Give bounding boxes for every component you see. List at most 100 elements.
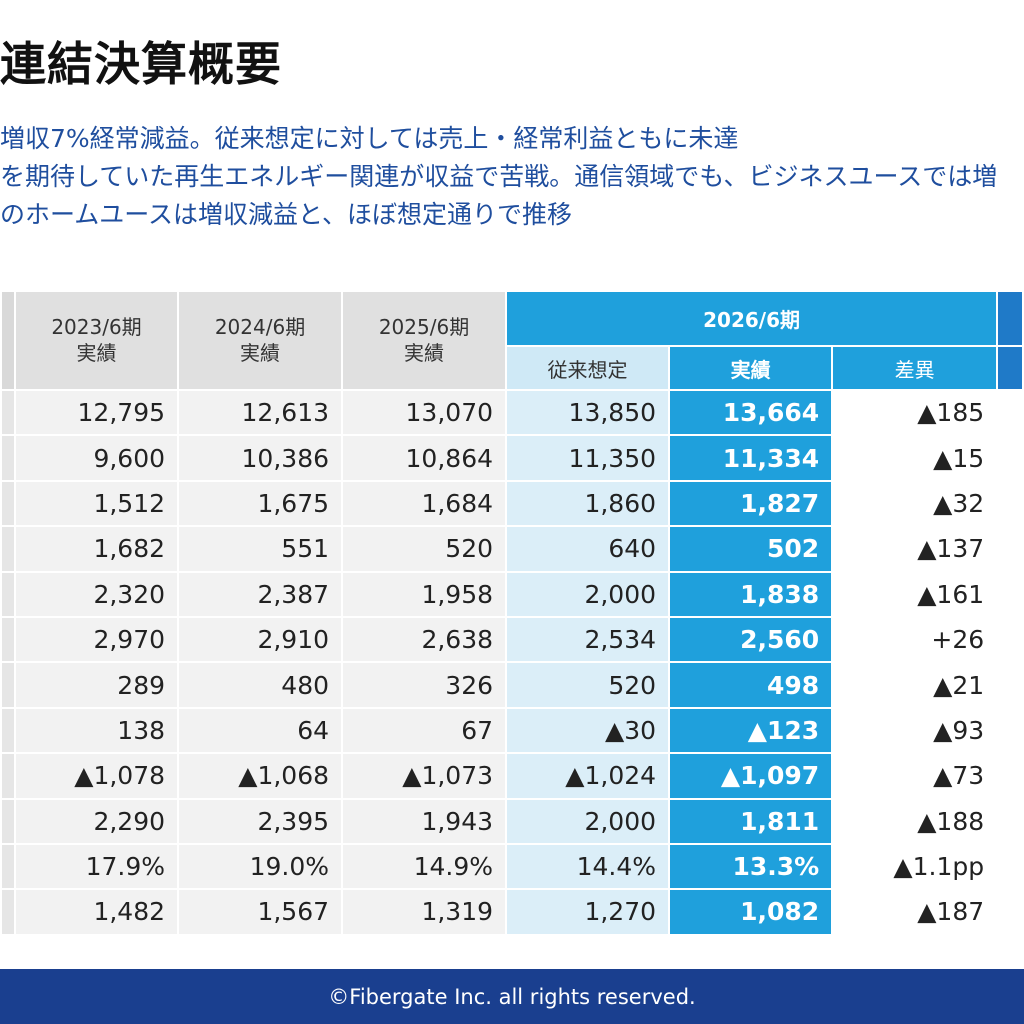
- table-row: 2,320 2,387 1,958 2,000 1,838 ▲161: [0, 570, 1024, 618]
- cell-2023: 1,482: [13, 888, 180, 936]
- table-row: ▲1,078 ▲1,068 ▲1,073 ▲1,024 ▲1,097 ▲73: [0, 752, 1024, 800]
- cell-actual: 13.3%: [668, 842, 834, 891]
- cell-2023: 17.9%: [13, 842, 180, 891]
- edge-cell: [996, 661, 1024, 709]
- summary-bullets: 増収7%経常減益。従来想定に対しては売上・経常利益ともに未達 を期待していた再生…: [0, 120, 1024, 234]
- col-header-year: 2023/6期: [51, 315, 142, 339]
- sub-header-diff: 差異: [831, 345, 999, 391]
- row-label: [0, 570, 16, 618]
- cell-2024: 10,386: [177, 434, 344, 482]
- table-row: 1,682 551 520 640 502 ▲137: [0, 525, 1024, 573]
- cell-2024: 2,910: [177, 615, 344, 664]
- edge-cell: [996, 706, 1024, 755]
- sub-header-actual: 実績: [668, 345, 834, 391]
- table-row: 2,290 2,395 1,943 2,000 1,811 ▲188: [0, 797, 1024, 845]
- cell-diff: ▲21: [831, 661, 999, 709]
- cell-plan: ▲30: [505, 706, 671, 755]
- cell-2025: 1,684: [341, 479, 508, 528]
- cell-2023: 289: [13, 661, 180, 709]
- cell-2024: 64: [177, 706, 344, 755]
- cell-2023: 2,290: [13, 797, 180, 845]
- edge-header: [996, 290, 1024, 347]
- cell-2023: 12,795: [13, 388, 180, 437]
- summary-bullet: のホームユースは増収減益と、ほぼ想定通りで推移: [0, 200, 573, 229]
- cell-2023: 138: [13, 706, 180, 755]
- cell-2025: 14.9%: [341, 842, 508, 891]
- group-header-2026: 2026/6期: [505, 290, 999, 347]
- cell-plan: 2,000: [505, 570, 671, 618]
- cell-2024: 1,567: [177, 888, 344, 936]
- cell-2025: 67: [341, 706, 508, 755]
- col-header-sub: 実績: [404, 341, 445, 365]
- cell-actual: 1,811: [668, 797, 834, 845]
- cell-2025: 1,319: [341, 888, 508, 936]
- cell-plan: 640: [505, 525, 671, 573]
- cell-plan: 1,270: [505, 888, 671, 936]
- cell-2025: 2,638: [341, 615, 508, 664]
- cell-2025: 13,070: [341, 388, 508, 437]
- cell-2024: 551: [177, 525, 344, 573]
- cell-actual: 11,334: [668, 434, 834, 482]
- cell-actual: 2,560: [668, 615, 834, 664]
- row-label: [0, 479, 16, 528]
- cell-actual: ▲123: [668, 706, 834, 755]
- cell-2024: 1,675: [177, 479, 344, 528]
- cell-2023: 1,682: [13, 525, 180, 573]
- row-label: [0, 388, 16, 437]
- cell-diff: ▲187: [831, 888, 999, 936]
- cell-plan: 14.4%: [505, 842, 671, 891]
- col-header-sub: 実績: [240, 341, 281, 365]
- sub-header-plan: 従来想定: [505, 345, 671, 391]
- row-label: [0, 434, 16, 482]
- cell-2023: 2,970: [13, 615, 180, 664]
- edge-cell: [996, 525, 1024, 573]
- col-header-2023: 2023/6期 実績: [13, 290, 180, 391]
- summary-bullet: を期待していた再生エネルギー関連が収益で苦戦。通信領域でも、ビジネスユースでは増: [0, 162, 998, 191]
- cell-diff: ▲188: [831, 797, 999, 845]
- edge-cell: [996, 479, 1024, 528]
- cell-actual: 1,838: [668, 570, 834, 618]
- financial-summary-table: 2023/6期 実績 2024/6期 実績 2025/6期 実績 2026/6期…: [0, 290, 1024, 936]
- cell-actual: 1,082: [668, 888, 834, 936]
- cell-plan: 2,534: [505, 615, 671, 664]
- row-label: [0, 888, 16, 936]
- cell-2024: 2,387: [177, 570, 344, 618]
- cell-plan: 520: [505, 661, 671, 709]
- table-row: 1,482 1,567 1,319 1,270 1,082 ▲187: [0, 888, 1024, 936]
- cell-2024: 12,613: [177, 388, 344, 437]
- row-label: [0, 661, 16, 709]
- col-header-2025: 2025/6期 実績: [341, 290, 508, 391]
- cell-diff: ▲32: [831, 479, 999, 528]
- cell-actual: 502: [668, 525, 834, 573]
- cell-diff: ▲185: [831, 388, 999, 437]
- edge-cell: [996, 888, 1024, 936]
- cell-2025: 1,958: [341, 570, 508, 618]
- cell-plan: 1,860: [505, 479, 671, 528]
- cell-plan: 2,000: [505, 797, 671, 845]
- cell-diff: +26: [831, 615, 999, 664]
- row-label: [0, 706, 16, 755]
- edge-cell: [996, 434, 1024, 482]
- cell-2025: 10,864: [341, 434, 508, 482]
- cell-2024: 2,395: [177, 797, 344, 845]
- summary-bullet: 増収7%経常減益。従来想定に対しては売上・経常利益ともに未達: [0, 124, 739, 153]
- row-label-header: [0, 290, 16, 391]
- cell-diff: ▲137: [831, 525, 999, 573]
- cell-2023: 2,320: [13, 570, 180, 618]
- cell-2025: ▲1,073: [341, 752, 508, 800]
- cell-2025: 326: [341, 661, 508, 709]
- col-header-year: 2025/6期: [378, 315, 470, 339]
- cell-actual: 13,664: [668, 388, 834, 437]
- row-label: [0, 842, 16, 891]
- edge-cell: [996, 615, 1024, 664]
- edge-cell: [996, 752, 1024, 800]
- table-row: 12,795 12,613 13,070 13,850 13,664 ▲185: [0, 388, 1024, 437]
- table-row: 289 480 326 520 498 ▲21: [0, 661, 1024, 709]
- edge-cell: [996, 388, 1024, 437]
- cell-2024: ▲1,068: [177, 752, 344, 800]
- cell-plan: ▲1,024: [505, 752, 671, 800]
- edge-cell: [996, 842, 1024, 891]
- row-label: [0, 615, 16, 664]
- edge-header: [996, 345, 1024, 391]
- table-row: 9,600 10,386 10,864 11,350 11,334 ▲15: [0, 434, 1024, 482]
